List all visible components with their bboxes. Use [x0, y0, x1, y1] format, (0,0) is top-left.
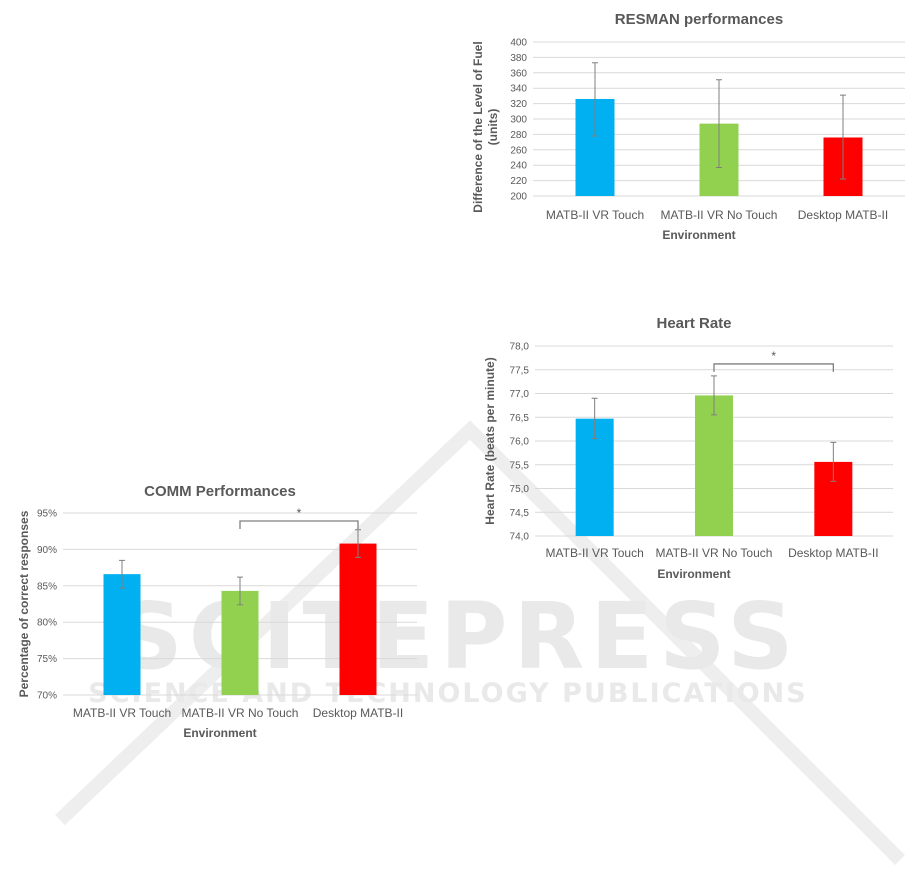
y-tick-label: 320 [510, 99, 527, 110]
y-tick-label: 78,0 [510, 342, 530, 353]
y-tick-label: 74,5 [510, 508, 530, 519]
x-tick-label: MATB-II VR No Touch [656, 546, 773, 560]
error-bar [711, 375, 717, 416]
y-tick-label: 340 [510, 84, 527, 95]
error-bar [840, 94, 846, 180]
x-axis-label: Environment [183, 726, 256, 740]
y-tick-label: 80% [37, 618, 57, 629]
x-tick-label: Desktop MATB-II [798, 208, 888, 222]
y-tick-label: 75,5 [510, 460, 530, 471]
y-axis-label: Heart Rate (beats per minute) [483, 357, 497, 524]
y-tick-label: 77,5 [510, 365, 530, 376]
x-tick-label: Desktop MATB-II [313, 706, 403, 720]
y-tick-label: 300 [510, 115, 527, 126]
y-tick-label: 400 [510, 38, 527, 49]
bar [221, 590, 259, 695]
error-bar [591, 397, 598, 440]
y-tick-label: 75% [37, 654, 57, 665]
y-tick-label: 70% [37, 691, 57, 702]
chart-0: 200 220 240 260 280 300 320 340 360 380 400 MATB-II… [471, 11, 905, 242]
y-tick-label: 85% [37, 581, 57, 592]
bar [695, 395, 733, 536]
y-tick-label: 280 [510, 130, 527, 141]
y-tick-label: 200 [510, 192, 527, 203]
chart-1: 74,0 74,5 75,0 75,5 76,0 76,5 77,0 77,5 78,0 MATB… [483, 315, 893, 581]
error-bar [716, 79, 722, 169]
error-bar [237, 576, 243, 606]
significance-marker: * [771, 349, 776, 363]
error-bar [119, 559, 125, 589]
y-tick-label: 77,0 [510, 389, 530, 400]
y-tick-label: 76,0 [510, 437, 530, 448]
y-axis-label: Difference of the Level of Fuel(units) [471, 41, 500, 212]
y-tick-label: 220 [510, 176, 527, 187]
bar [339, 543, 377, 695]
y-tick-label: 380 [510, 53, 527, 64]
error-bar [355, 529, 361, 558]
x-tick-label: MATB-II VR No Touch [661, 208, 778, 222]
x-tick-label: MATB-II VR Touch [546, 546, 644, 560]
x-tick-label: MATB-II VR No Touch [182, 706, 299, 720]
y-tick-label: 360 [510, 68, 527, 79]
x-tick-label: MATB-II VR Touch [73, 706, 171, 720]
chart-title: Heart Rate [656, 315, 731, 332]
watermark-swoosh [55, 420, 905, 865]
y-tick-label: 75,0 [510, 484, 530, 495]
x-tick-label: Desktop MATB-II [788, 546, 878, 560]
chart-title: RESMAN performances [615, 11, 783, 28]
significance-marker: * [297, 506, 302, 520]
y-tick-label: 90% [37, 545, 57, 556]
y-tick-label: 240 [510, 161, 527, 172]
bar [103, 574, 141, 695]
significance-bracket [239, 520, 359, 529]
x-axis-label: Environment [662, 228, 735, 242]
significance-bracket [713, 363, 834, 372]
x-axis-label: Environment [657, 567, 730, 581]
error-bar [592, 62, 598, 137]
chart-2: 70% 75% 80% 85% 90% 95% MATB-II VR Touch MATB-I… [17, 483, 417, 740]
y-axis-label: Percentage of correct responses [17, 510, 31, 697]
y-tick-label: 76,5 [510, 413, 530, 424]
watermark-subtitle: SCIENCE AND TECHNOLOGY PUBLICATIONS [88, 678, 807, 709]
y-tick-label: 74,0 [510, 532, 530, 543]
y-tick-label: 260 [510, 145, 527, 156]
chart-title: COMM Performances [144, 483, 296, 500]
error-bar [830, 441, 837, 482]
x-tick-label: MATB-II VR Touch [546, 208, 644, 222]
y-tick-label: 95% [37, 509, 57, 520]
watermark-logo: SCITEPRESS [116, 583, 799, 690]
